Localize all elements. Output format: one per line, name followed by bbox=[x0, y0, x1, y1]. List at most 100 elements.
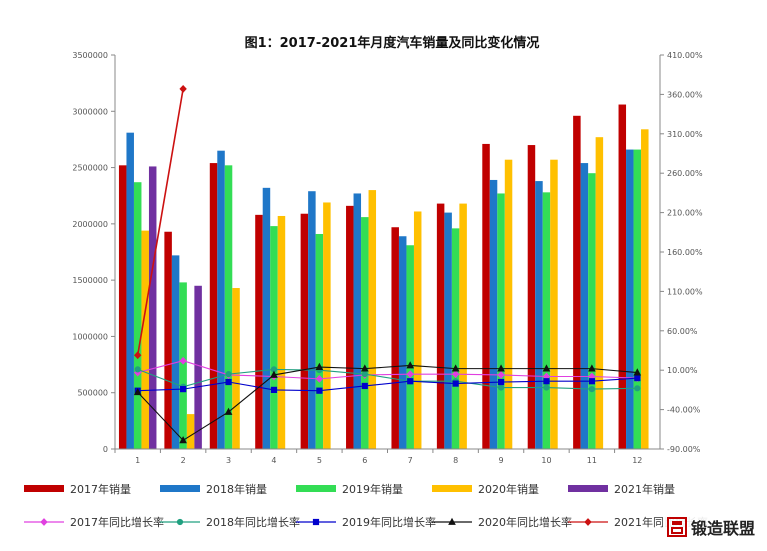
bars bbox=[118, 104, 649, 450]
bar bbox=[308, 191, 316, 449]
bar bbox=[224, 165, 233, 449]
x-tick-label: 5 bbox=[317, 456, 322, 465]
bar bbox=[641, 129, 649, 449]
lines bbox=[133, 84, 642, 444]
watermark-text: 锻造联盟 bbox=[690, 519, 755, 538]
bar bbox=[535, 181, 543, 449]
bar bbox=[323, 202, 331, 449]
series-line bbox=[137, 364, 638, 442]
line-point bbox=[360, 364, 369, 372]
x-tick-label: 9 bbox=[498, 456, 503, 465]
bar bbox=[209, 163, 218, 449]
legend-label: 2017年同比增长率 bbox=[70, 515, 164, 529]
line-point bbox=[224, 407, 233, 415]
line-point bbox=[40, 518, 48, 526]
bar bbox=[527, 145, 536, 450]
line-point bbox=[584, 518, 592, 526]
bar bbox=[482, 143, 490, 449]
line-point bbox=[133, 388, 142, 396]
bar bbox=[255, 214, 263, 449]
line-point bbox=[451, 370, 460, 379]
legend-label: 2019年同比增长率 bbox=[342, 515, 436, 529]
line-point bbox=[407, 378, 414, 385]
x-tick-label: 1 bbox=[135, 456, 140, 465]
x-tick-label: 8 bbox=[453, 456, 458, 465]
line-point bbox=[452, 380, 459, 387]
bar bbox=[413, 211, 422, 449]
series-line bbox=[137, 377, 638, 392]
line-point bbox=[316, 387, 323, 394]
line-point bbox=[134, 351, 142, 360]
line-point bbox=[179, 356, 187, 365]
line-point bbox=[406, 361, 415, 369]
bar bbox=[618, 104, 627, 449]
x-tick-label: 6 bbox=[362, 456, 367, 465]
line-point bbox=[225, 378, 232, 386]
left-tick-label: 1500000 bbox=[72, 276, 108, 285]
bar bbox=[626, 149, 634, 449]
bar bbox=[126, 132, 134, 449]
line-point bbox=[497, 378, 505, 386]
line-point bbox=[134, 366, 141, 373]
bar bbox=[550, 159, 558, 450]
bar bbox=[217, 150, 225, 449]
bar bbox=[164, 231, 172, 449]
bar bbox=[573, 115, 581, 449]
right-tick-label: -40.00% bbox=[667, 406, 701, 415]
legend-swatch bbox=[568, 485, 608, 492]
line-point bbox=[270, 370, 278, 378]
series-line bbox=[137, 360, 638, 380]
bar bbox=[580, 163, 589, 449]
right-tick-label: 410.00% bbox=[667, 51, 703, 60]
bar bbox=[232, 288, 240, 449]
line-point bbox=[543, 378, 550, 385]
line-point bbox=[225, 371, 232, 378]
right-tick-label: 310.00% bbox=[667, 130, 703, 139]
bar bbox=[194, 285, 202, 449]
left-tick-label: 1000000 bbox=[72, 332, 108, 341]
bar bbox=[277, 215, 286, 449]
bar bbox=[179, 282, 187, 449]
line-point bbox=[361, 371, 368, 378]
line-point bbox=[180, 386, 187, 393]
right-tick-label: 10.00% bbox=[667, 366, 698, 375]
bar bbox=[262, 187, 271, 449]
legend-swatch bbox=[432, 485, 472, 492]
legend-label: 2020年销量 bbox=[478, 482, 539, 496]
bar bbox=[361, 217, 369, 449]
left-tick-label: 500000 bbox=[77, 389, 108, 398]
left-tick-label: 0 bbox=[103, 445, 108, 454]
line-point bbox=[543, 384, 550, 391]
bar bbox=[171, 255, 180, 449]
bar bbox=[406, 245, 414, 449]
line-point bbox=[634, 385, 641, 392]
legend: 2017年销量 2018年销量 2019年销量 2020年销量 2021年销量 2017年… bbox=[24, 482, 708, 529]
line-point bbox=[406, 370, 414, 379]
bar bbox=[459, 203, 467, 449]
left-tick-label: 3500000 bbox=[72, 51, 108, 60]
bar bbox=[368, 190, 377, 450]
x-tick-label: 7 bbox=[408, 456, 413, 465]
line-point bbox=[315, 362, 324, 370]
line-point bbox=[588, 378, 595, 385]
line-point bbox=[497, 370, 505, 379]
bar bbox=[444, 212, 452, 449]
x-tick-label: 10 bbox=[541, 456, 551, 465]
line-point bbox=[270, 386, 278, 393]
line-point bbox=[448, 517, 456, 525]
bar bbox=[186, 414, 195, 449]
line-point bbox=[497, 364, 505, 372]
legend-swatch bbox=[24, 485, 64, 492]
legend-swatch bbox=[160, 485, 200, 492]
axes: 0 500000 1000000 1500000 2000000 2500000 30000… bbox=[72, 51, 703, 465]
bar bbox=[346, 205, 354, 449]
x-tick-label: 2 bbox=[181, 456, 186, 465]
right-tick-label: 260.00% bbox=[667, 169, 703, 178]
line-point bbox=[312, 518, 320, 526]
right-tick-label: 360.00% bbox=[667, 90, 703, 99]
bar bbox=[436, 203, 445, 449]
x-tick-label: 4 bbox=[271, 456, 276, 465]
line-point bbox=[179, 84, 187, 93]
bar bbox=[300, 213, 309, 449]
series-line bbox=[136, 88, 184, 356]
